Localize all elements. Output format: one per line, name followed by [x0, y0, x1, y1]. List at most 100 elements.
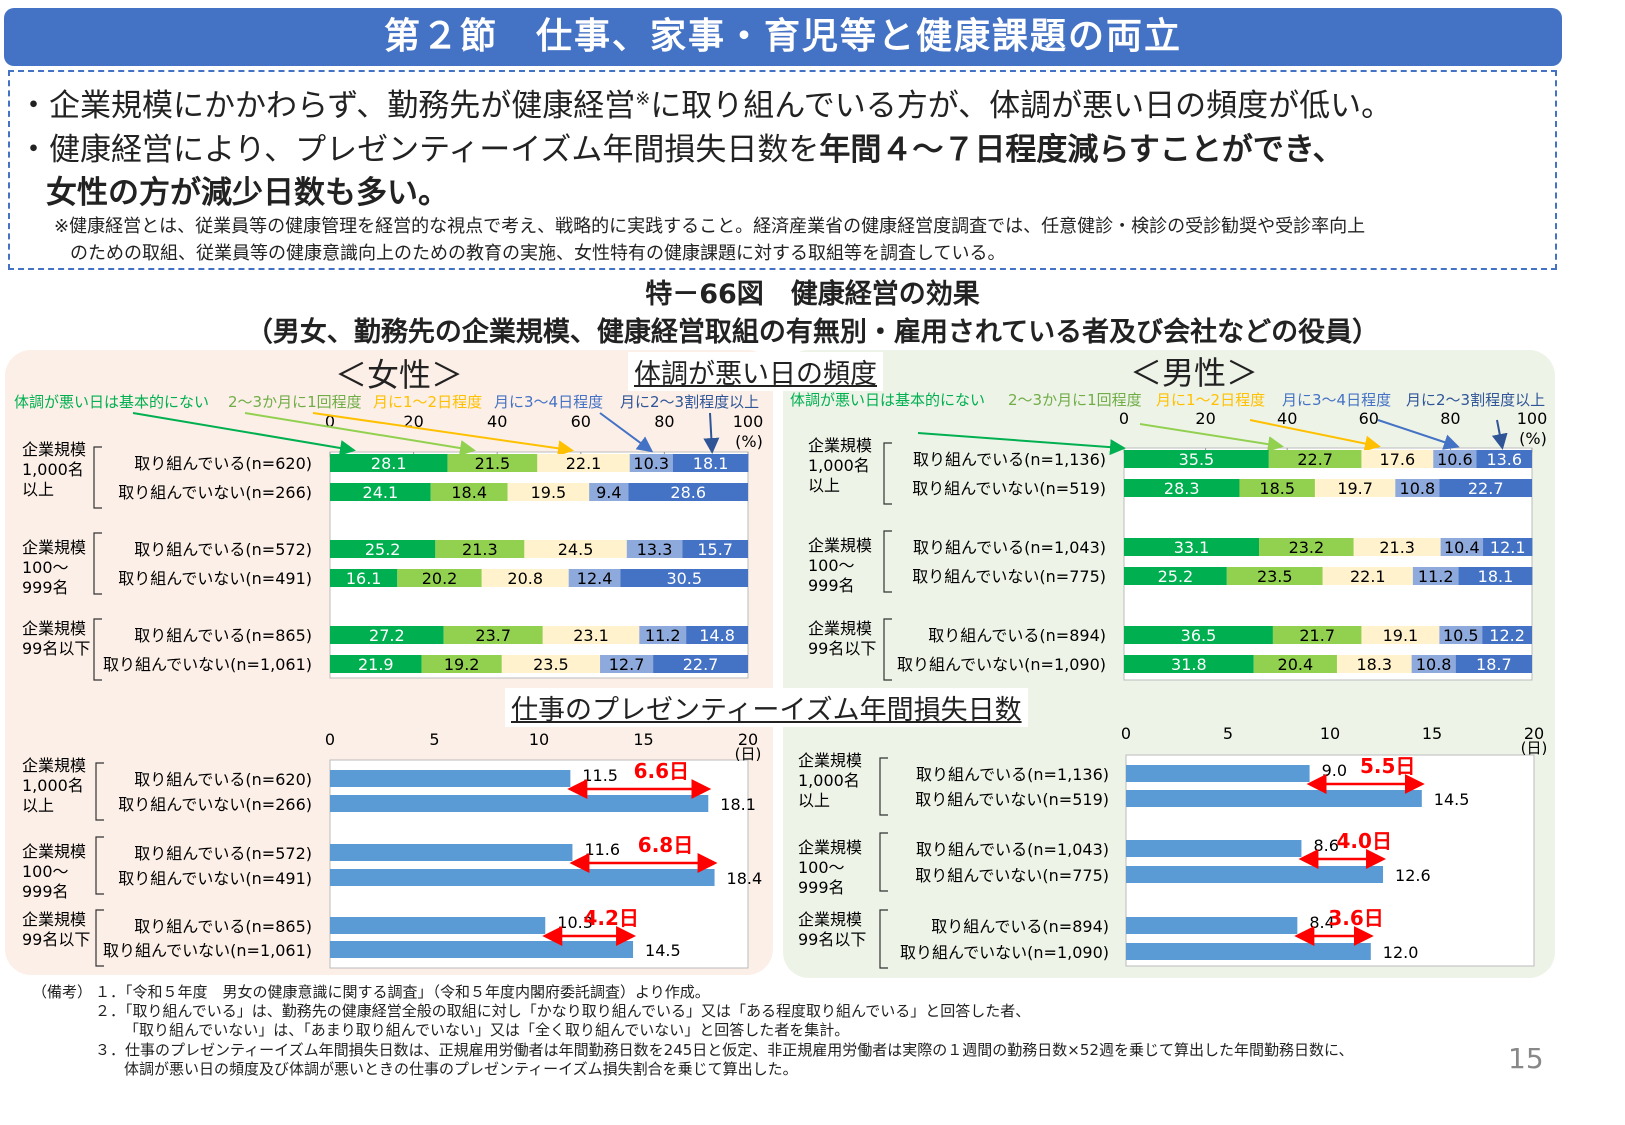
- group-label: 企業規模: [22, 842, 86, 861]
- reduction-label: 4.0日: [1337, 829, 1392, 853]
- group-bracket: [879, 909, 888, 969]
- bar-segment: [1124, 538, 1260, 556]
- bar-segment: [629, 454, 673, 472]
- bar-segment: [501, 655, 601, 673]
- group-bracket: [95, 762, 104, 821]
- group-bracket: [93, 618, 102, 681]
- data-label: 10.3: [633, 454, 669, 473]
- bar-segment: [524, 540, 627, 558]
- legend-item: 2～3か月に1回程度: [228, 393, 362, 411]
- row-label: 取り組んでいる(n=1,043): [916, 840, 1109, 859]
- bar-segment: [1314, 479, 1396, 497]
- data-label: 10.8: [1400, 479, 1436, 498]
- data-label: 12.2: [1489, 626, 1525, 645]
- data-label: 14.8: [699, 626, 735, 645]
- row-label: 取り組んでいる(n=620): [134, 454, 312, 473]
- group-label: 99名以下: [808, 639, 876, 658]
- bar-segment: [435, 540, 525, 558]
- data-label: 11.6: [584, 840, 620, 859]
- data-label: 30.5: [666, 569, 702, 588]
- group-label: 999名: [798, 878, 845, 897]
- row-label: 取り組んでいる(n=865): [134, 626, 312, 645]
- row-label: 取り組んでいない(n=775): [915, 866, 1109, 885]
- bar: [330, 941, 634, 958]
- bar-segment: [1124, 655, 1254, 673]
- data-label: 10.4: [1444, 538, 1480, 557]
- section-header: 第２節 仕事、家事・育児等と健康課題の両立: [4, 8, 1562, 66]
- data-label: 18.5: [1259, 479, 1295, 498]
- data-label: 21.5: [475, 454, 511, 473]
- figure-title: 特－66図 健康経営の効果: [645, 279, 980, 310]
- row-label: 取り組んでいる(n=572): [134, 844, 312, 863]
- row-label: 取り組んでいる(n=620): [134, 770, 312, 789]
- x-tick-label: 20: [1195, 409, 1215, 428]
- bar-segment: [421, 655, 502, 673]
- x-tick-label: 100: [733, 412, 764, 431]
- bar: [330, 770, 571, 787]
- bar-segment: [1361, 626, 1440, 644]
- group-bracket: [879, 832, 888, 892]
- bar: [330, 917, 546, 934]
- legend-arrow: [1377, 419, 1460, 450]
- data-label: 21.3: [1379, 538, 1415, 557]
- data-label: 22.7: [1468, 479, 1504, 498]
- bar-segment: [1353, 538, 1441, 556]
- x-tick-label: 0: [1119, 409, 1129, 428]
- x-tick-label: 40: [487, 412, 507, 431]
- bar-segment: [1458, 567, 1533, 585]
- bar-segment: [330, 569, 398, 587]
- row-label: 取り組んでいる(n=865): [134, 917, 312, 936]
- legend-item: 月に1～2日程度: [373, 393, 482, 411]
- group-bracket: [879, 757, 888, 816]
- x-tick-label: 100: [1517, 409, 1548, 428]
- legend-arrow: [1249, 419, 1381, 452]
- data-label: 19.7: [1337, 479, 1373, 498]
- data-label: 9.4: [596, 483, 621, 502]
- row-label: 取り組んでいる(n=894): [928, 626, 1106, 645]
- data-label: 23.5: [533, 655, 569, 674]
- group-label: 企業規模: [798, 910, 862, 929]
- row-label: 取り組んでいない(n=1,061): [103, 941, 312, 960]
- group-label: 企業規模: [22, 619, 86, 638]
- group-label: 100～: [22, 862, 69, 881]
- bar-segment: [507, 483, 590, 501]
- group-label: 以上: [798, 791, 830, 810]
- group-label: 100～: [798, 858, 845, 877]
- bar-segment: [1439, 626, 1483, 644]
- data-label: 12.6: [1395, 866, 1431, 885]
- data-label: 23.5: [1257, 567, 1293, 586]
- bar-segment: [639, 626, 687, 644]
- data-label: 35.5: [1179, 450, 1215, 469]
- men-label: ＜男性＞: [1130, 354, 1259, 392]
- data-label: 20.4: [1278, 655, 1314, 674]
- bar-segment: [1412, 567, 1459, 585]
- row-label: 取り組んでいる(n=572): [134, 540, 312, 559]
- group-label: 100～: [22, 558, 69, 577]
- unit-label: (日): [1521, 739, 1548, 757]
- data-label: 18.3: [1356, 655, 1392, 674]
- footnote-2b: 「取り組んでいない」は、「あまり取り組んでいない」又は「全く取り組んでいない」と…: [124, 1021, 850, 1039]
- bar-segment: [1455, 655, 1532, 673]
- bar-segment: [542, 626, 640, 644]
- group-label: 企業規模: [798, 838, 862, 857]
- bar-segment: [1483, 538, 1533, 556]
- legend-item: 月に3～4日程度: [494, 393, 603, 411]
- bar: [330, 795, 709, 812]
- x-tick-label: 5: [429, 730, 439, 749]
- plot-area: [1125, 754, 1535, 967]
- unit-label: (%): [1519, 429, 1547, 448]
- bar-segment: [397, 569, 482, 587]
- footnote-3a: ３．仕事のプレゼンティーイズム年間損失日数は、正規雇用労働者は年間勤務日数を24…: [95, 1041, 1354, 1059]
- bar-segment: [443, 626, 543, 644]
- data-label: 14.5: [1434, 790, 1470, 809]
- data-label: 18.1: [1478, 567, 1514, 586]
- data-label: 36.5: [1181, 626, 1217, 645]
- group-bracket: [883, 530, 892, 593]
- reduction-label: 3.6日: [1328, 906, 1383, 930]
- group-label: 企業規模: [22, 538, 86, 557]
- bar-segment: [1124, 626, 1273, 644]
- group-label: 999名: [22, 882, 69, 901]
- bar-segment: [1268, 450, 1362, 468]
- x-tick-label: 0: [1121, 724, 1131, 743]
